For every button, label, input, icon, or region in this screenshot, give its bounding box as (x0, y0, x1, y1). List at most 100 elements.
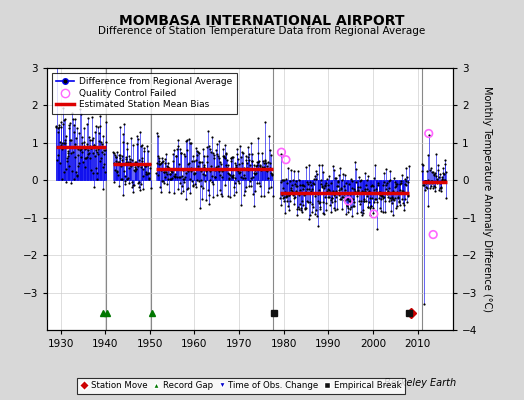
Point (231, 160, 239, 166)
Point (126, 162, 134, 169)
Point (77, 146, 85, 153)
Point (400, 202, 408, 209)
Point (368, 210, 377, 216)
Point (198, 159, 206, 165)
Point (132, 166, 140, 172)
Point (205, 142, 213, 149)
Point (216, 161, 225, 168)
Point (161, 169, 170, 175)
Point (401, 178, 410, 184)
Point (67, 180, 75, 186)
Point (135, 184, 143, 190)
Point (303, 186, 312, 192)
Point (435, 173, 443, 180)
Point (431, 184, 440, 190)
Point (376, 205, 384, 211)
Point (192, 145, 201, 151)
Point (193, 149, 202, 155)
Point (206, 162, 215, 169)
Point (441, 157, 449, 164)
Point (370, 196, 379, 202)
Point (364, 204, 372, 210)
Point (340, 183, 348, 189)
Point (361, 186, 369, 192)
Point (58, 176, 66, 182)
Point (61, 179, 70, 185)
Point (162, 151, 170, 157)
Point (223, 193, 232, 200)
Point (287, 186, 295, 193)
Point (425, 180, 434, 186)
Point (81, 164, 90, 170)
Point (100, 150, 108, 157)
Point (352, 166, 361, 172)
Point (258, 166, 266, 172)
Point (354, 188, 363, 194)
Point (92, 170, 101, 176)
Point (343, 203, 351, 210)
Point (221, 182, 229, 188)
Point (238, 149, 246, 155)
Point (117, 163, 125, 169)
Y-axis label: Monthly Temperature Anomaly Difference (°C): Monthly Temperature Anomaly Difference (… (482, 86, 492, 312)
Point (97, 154, 106, 161)
Point (179, 176, 188, 182)
Point (93, 149, 101, 156)
Point (59, 121, 67, 127)
Point (163, 163, 171, 169)
Point (300, 183, 308, 189)
Point (121, 173, 129, 180)
Point (428, 169, 436, 176)
Point (239, 149, 247, 156)
Point (396, 187, 404, 194)
Point (405, 163, 413, 170)
Point (362, 188, 370, 194)
Point (437, 184, 445, 190)
Point (171, 172, 179, 179)
Point (427, 165, 435, 171)
Point (211, 174, 219, 180)
Point (241, 175, 249, 181)
Point (187, 165, 195, 172)
Point (91, 147, 100, 154)
Point (223, 165, 231, 172)
Point (379, 182, 387, 188)
Point (174, 136, 183, 143)
Point (423, 168, 431, 174)
Point (342, 196, 351, 202)
Point (230, 172, 238, 178)
Point (138, 154, 147, 161)
Point (222, 162, 230, 168)
Point (192, 152, 201, 158)
Point (139, 186, 147, 192)
Point (268, 172, 276, 178)
Point (304, 199, 312, 206)
Point (172, 146, 181, 153)
Point (85, 134, 93, 140)
Point (87, 145, 95, 152)
Point (118, 131, 127, 137)
Point (87, 166, 95, 173)
Point (134, 136, 143, 142)
Point (350, 198, 358, 205)
Point (83, 151, 92, 158)
Point (123, 146, 132, 152)
Point (62, 132, 70, 139)
Point (210, 151, 218, 158)
Point (255, 180, 264, 186)
Point (334, 177, 343, 184)
Point (158, 177, 166, 184)
Point (311, 207, 320, 214)
Point (94, 124, 103, 130)
Point (99, 132, 107, 139)
Point (383, 191, 391, 198)
Point (428, 178, 436, 184)
Point (295, 177, 303, 184)
Point (433, 162, 442, 169)
Point (359, 206, 367, 213)
Point (341, 196, 350, 203)
Point (351, 159, 359, 166)
Point (318, 184, 326, 190)
Point (95, 138, 103, 144)
Point (378, 193, 386, 199)
